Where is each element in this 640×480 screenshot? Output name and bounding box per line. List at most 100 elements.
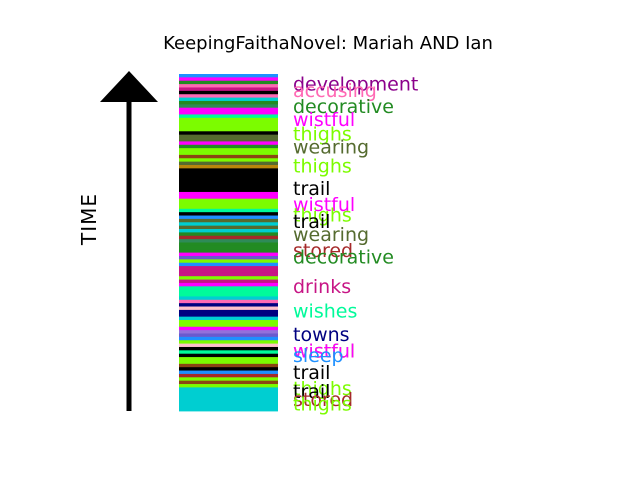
time-stripe xyxy=(179,87,278,92)
time-stripe xyxy=(179,229,278,233)
time-stripe xyxy=(179,316,278,321)
word-label: thighs xyxy=(293,394,352,416)
time-stripe xyxy=(179,353,278,358)
time-stripe xyxy=(179,367,278,371)
time-stripe xyxy=(179,380,278,385)
time-stripe xyxy=(179,360,278,365)
time-stripe xyxy=(179,77,278,82)
time-stripe xyxy=(179,84,278,88)
time-stripe xyxy=(179,111,278,115)
time-stripe xyxy=(179,370,278,375)
word-label: wistful xyxy=(293,109,355,131)
time-stripe xyxy=(179,276,278,280)
time-stripe xyxy=(179,306,278,311)
time-stripe xyxy=(179,121,278,125)
time-stripe xyxy=(179,175,278,179)
time-stripe xyxy=(179,124,278,129)
time-stripe xyxy=(179,104,278,109)
time-stripe xyxy=(179,387,278,392)
time-stripe xyxy=(179,286,278,291)
time-stripe xyxy=(179,117,278,122)
time-stripe xyxy=(179,340,278,344)
word-label: wearing xyxy=(293,224,369,246)
time-stripe xyxy=(179,80,278,85)
time-stripe xyxy=(179,215,278,220)
word-label: towns xyxy=(293,324,350,346)
time-stripe xyxy=(179,330,278,334)
time-stripe xyxy=(179,178,278,183)
time-stripe xyxy=(179,188,278,193)
time-axis-label: TIME xyxy=(77,193,101,246)
time-stripe xyxy=(179,161,278,166)
time-stripe xyxy=(179,313,278,318)
time-stripe xyxy=(179,191,278,196)
word-label: drinks xyxy=(293,276,351,298)
time-stripe xyxy=(179,326,278,331)
time-stripe xyxy=(179,225,278,230)
time-stripe xyxy=(179,363,278,368)
time-stripe xyxy=(179,90,278,95)
time-stripe xyxy=(179,148,278,152)
time-stripe xyxy=(179,390,278,412)
time-stripe xyxy=(179,74,278,78)
word-label: stored xyxy=(293,240,353,262)
word-label: trail xyxy=(293,211,330,233)
time-stripe xyxy=(179,303,278,307)
time-stripe xyxy=(179,114,278,119)
time-stripe xyxy=(179,269,278,274)
time-stripe xyxy=(179,320,278,324)
time-stripe xyxy=(179,94,278,98)
word-label: trail xyxy=(293,381,330,403)
time-stripe xyxy=(179,343,278,348)
time-stripe xyxy=(179,336,278,341)
time-stripe xyxy=(179,282,278,287)
time-stripe xyxy=(179,222,278,227)
time-stripe xyxy=(179,249,278,254)
word-label: trail xyxy=(293,362,330,384)
time-stripe xyxy=(179,100,278,105)
time-arrow-head-icon xyxy=(100,71,158,102)
time-stripe xyxy=(179,205,278,210)
word-label: wishes xyxy=(293,300,357,322)
time-stripe xyxy=(179,293,278,297)
time-stripe xyxy=(179,202,278,206)
time-stripe xyxy=(179,272,278,277)
word-label: wearing xyxy=(293,137,369,159)
time-stripe xyxy=(179,181,278,186)
time-stripe xyxy=(179,245,278,250)
time-stripe xyxy=(179,185,278,189)
time-stripe xyxy=(179,212,278,216)
time-stripe xyxy=(179,259,278,264)
word-label: decorative xyxy=(293,247,394,269)
word-label: decorative xyxy=(293,96,394,118)
time-stripe xyxy=(179,299,278,304)
time-stripe xyxy=(179,158,278,163)
word-label: wistful xyxy=(293,341,355,363)
word-label: thighs xyxy=(293,204,352,226)
word-label: trail xyxy=(293,178,330,200)
time-stripe xyxy=(179,151,278,156)
time-stripe xyxy=(179,242,278,247)
word-label: thighs xyxy=(293,123,352,145)
time-stripe xyxy=(179,141,278,146)
time-stripe xyxy=(179,235,278,240)
time-stripe xyxy=(179,262,278,267)
time-stripe xyxy=(179,323,278,328)
word-labels: developmentaccusingdecorativewistfulthig… xyxy=(293,74,418,416)
time-stripe xyxy=(179,218,278,223)
time-stripe xyxy=(179,296,278,301)
time-stripe xyxy=(179,127,278,132)
word-label: development xyxy=(293,74,418,96)
chart-title: KeepingFaithaNovel: Mariah AND Ian xyxy=(163,33,493,54)
time-stripe xyxy=(179,357,278,361)
time-stripe xyxy=(179,333,278,338)
time-stripe xyxy=(179,154,278,159)
time-stripe xyxy=(179,131,278,136)
time-stripe xyxy=(179,232,278,237)
time-stripe xyxy=(179,134,278,139)
time-stripe xyxy=(179,252,278,257)
time-stripe xyxy=(179,279,278,284)
time-stripe xyxy=(179,168,278,173)
time-stripe xyxy=(179,309,278,314)
